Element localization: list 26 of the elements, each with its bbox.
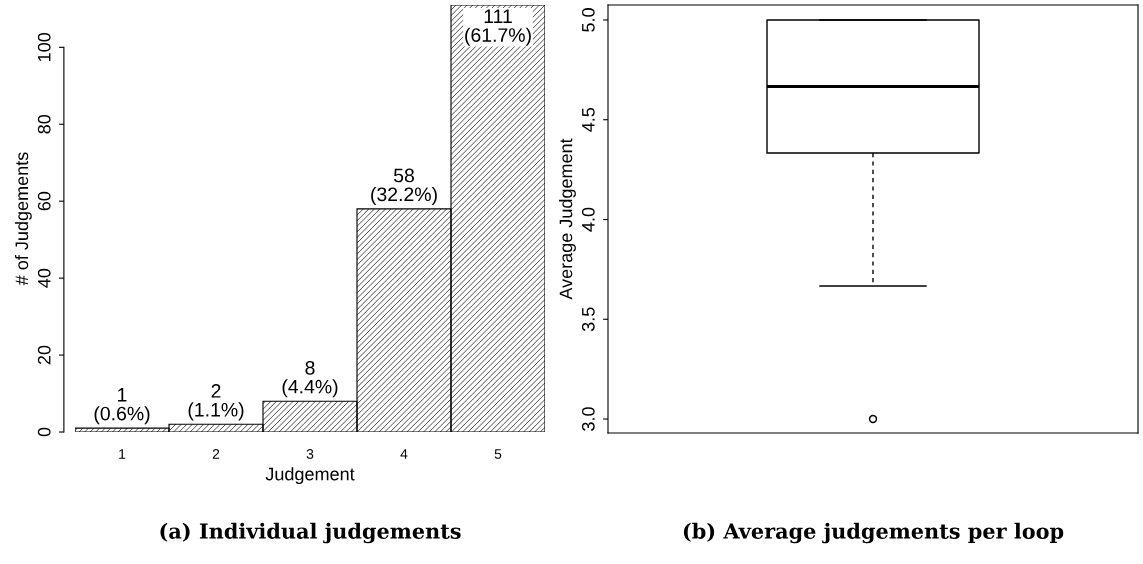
y-tick-label: 20 [37, 345, 51, 365]
data-label: 58 (32.2%) [371, 168, 437, 206]
y-tick-label: 40 [37, 268, 51, 288]
y-tick-label: 3.5 [581, 307, 595, 332]
y-axis-title: # of Judgements [14, 152, 32, 286]
data-label: 8 (4.4%) [282, 360, 338, 398]
y-tick-label: 3.0 [581, 407, 595, 431]
x-tick-label: 1 [119, 449, 126, 459]
y-axis-title: Average Judgement [559, 138, 576, 300]
x-tick-label: 2 [212, 449, 220, 459]
text: (b) Average judgements per loop [683, 522, 1064, 544]
x-tick-label: 3 [306, 449, 314, 459]
x-tick-label: 4 [400, 449, 408, 459]
y-tick-label: 0 [37, 427, 51, 437]
data-label: 111 (61.7%) [465, 9, 531, 46]
x-tick-label: 5 [494, 449, 502, 459]
y-tick-label: 4.5 [582, 107, 595, 132]
y-tick-label: 80 [37, 114, 51, 134]
y-tick-label: 5.0 [581, 8, 595, 32]
y-tick-label: 60 [37, 191, 51, 211]
y-tick-label: 100 [37, 32, 51, 61]
data-label: 1 (0.6%) [94, 388, 150, 425]
y-tick-label: 4.0 [581, 207, 595, 232]
text: (a) Individual judgements [160, 522, 461, 544]
x-axis-title: Judgement [265, 467, 355, 484]
data-label: 2 (1.1%) [188, 384, 244, 421]
